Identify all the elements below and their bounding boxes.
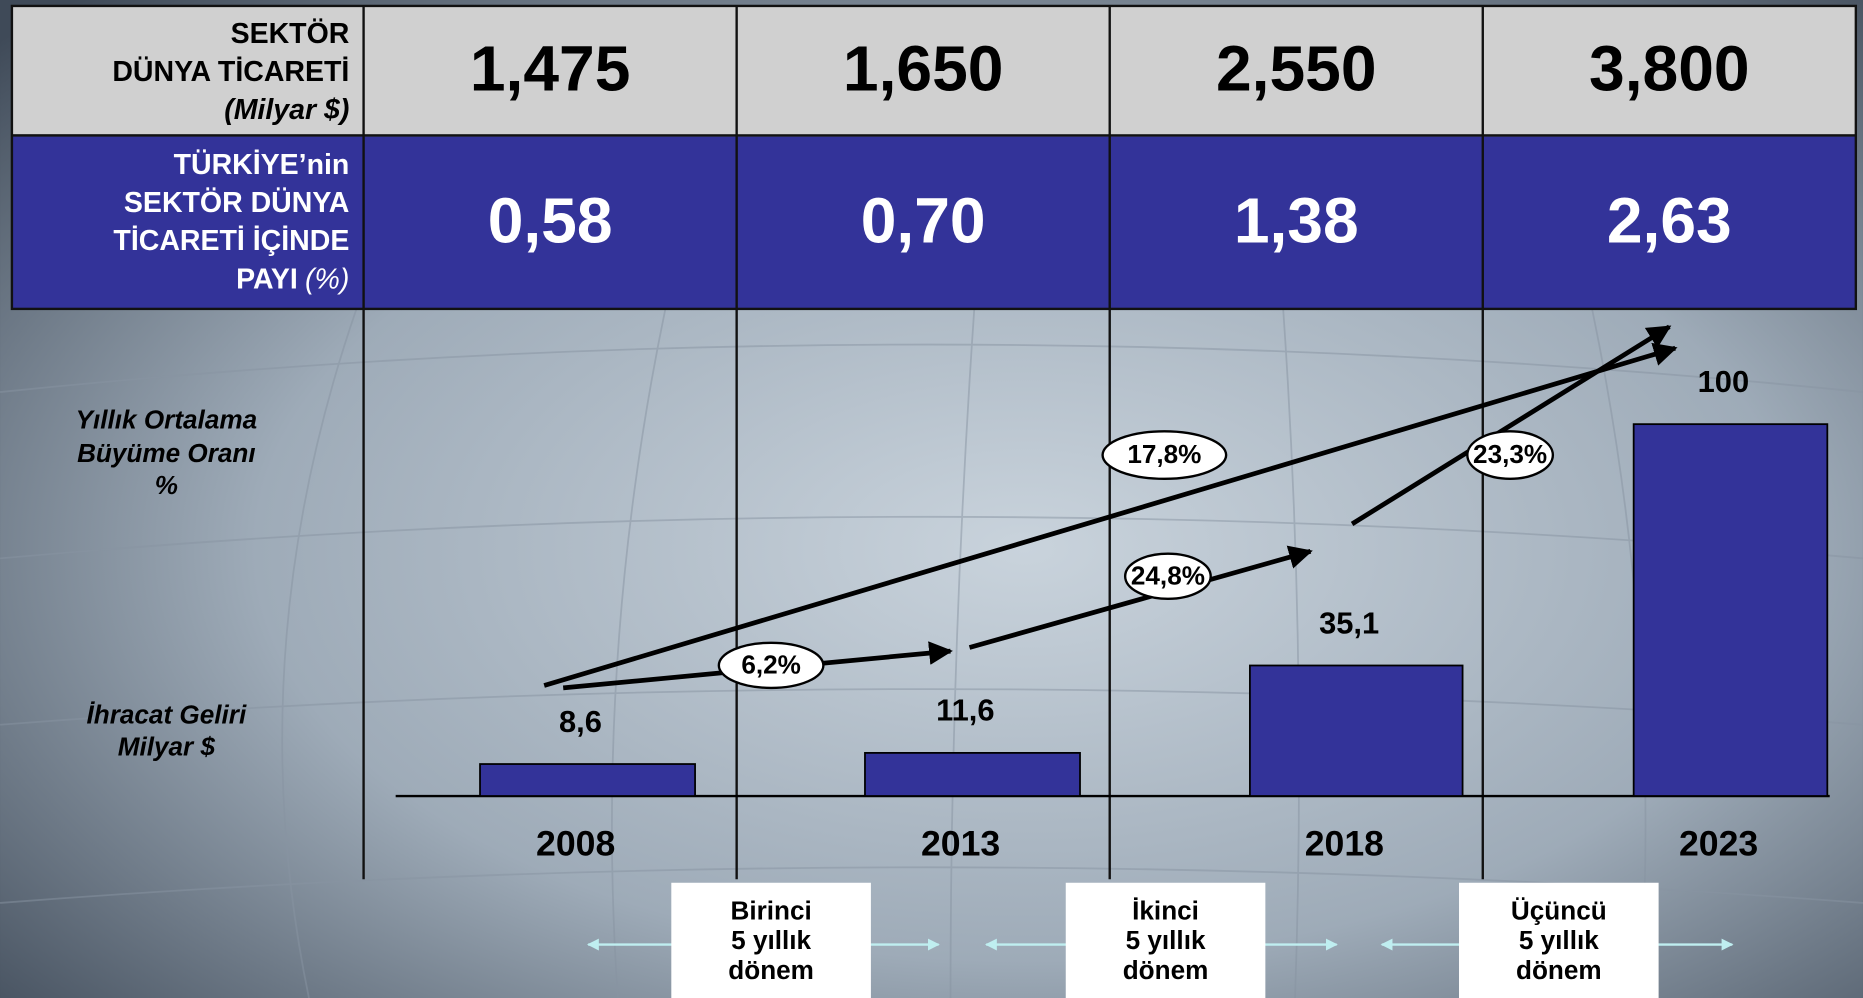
table-cell: 3,800	[1589, 33, 1750, 105]
row-label-line: DÜNYA TİCARETİ	[112, 56, 349, 88]
row-label-line: TİCARETİ İÇİNDE	[113, 225, 349, 257]
value-label: 11,6	[936, 693, 994, 728]
row-unit: (%)	[305, 263, 349, 295]
period-label: 5 yıllık	[1519, 925, 1599, 955]
period-label: dönem	[728, 955, 814, 985]
row-label-line: SEKTÖR DÜNYA	[124, 187, 349, 219]
row-label: PAYI (%)	[236, 263, 349, 295]
bar	[864, 751, 1081, 797]
value-label: 35,1	[1319, 605, 1379, 640]
period-label: dönem	[1516, 955, 1602, 985]
annotation-bubble	[1101, 430, 1228, 480]
period-box	[1065, 882, 1266, 998]
growth-arrow	[543, 342, 1678, 688]
bar	[1632, 423, 1829, 797]
annotation: 6,2%	[741, 649, 801, 679]
side-label: Büyüme Oranı	[77, 438, 256, 468]
table-cell: 1,475	[470, 33, 631, 105]
table-cell: 1,650	[843, 33, 1004, 105]
row-bg	[11, 5, 1856, 135]
bar	[1249, 664, 1464, 797]
x-tick-label: 2018	[1305, 823, 1384, 863]
side-label: Yıllık Ortalama	[76, 405, 258, 435]
period-label: Birinci	[730, 895, 811, 925]
period-box	[671, 882, 871, 998]
map-grid	[0, 308, 1863, 998]
growth-arrow	[1350, 324, 1672, 526]
period-label: dönem	[1123, 955, 1209, 985]
x-tick-label: 2008	[536, 823, 615, 863]
bar	[479, 763, 696, 797]
annotation-bubble	[717, 641, 825, 690]
row-unit: (Milyar $)	[224, 94, 349, 126]
growth-arrow	[968, 545, 1313, 650]
period-label: 5 yıllık	[1126, 925, 1206, 955]
annotation: 24,8%	[1131, 560, 1205, 590]
table-cell: 2,63	[1607, 185, 1732, 257]
period-label: 5 yıllık	[731, 925, 811, 955]
row-label-line: PAYI	[236, 263, 298, 295]
annotation: 17,8%	[1127, 439, 1201, 469]
row-bg	[11, 136, 1856, 309]
annotation-bubble	[1123, 552, 1212, 600]
side-label: İhracat Geliri	[86, 699, 246, 729]
x-tick-label: 2013	[921, 823, 1000, 863]
period-label: Üçüncü	[1511, 895, 1607, 925]
value-label: 8,6	[559, 704, 602, 739]
side-label: Milyar $	[118, 731, 216, 761]
table-cell: 1,38	[1234, 185, 1359, 257]
table-cell: 0,70	[861, 185, 986, 257]
x-tick-label: 2023	[1679, 823, 1758, 863]
table-cell: 2,550	[1216, 33, 1377, 105]
period-label: İkinci	[1132, 895, 1199, 925]
annotation: 23,3%	[1473, 439, 1547, 469]
period-box	[1459, 882, 1659, 998]
annotation-bubble	[1466, 430, 1555, 480]
row-label-line: TÜRKİYE’nin	[174, 149, 350, 181]
table-cell: 0,58	[488, 185, 613, 257]
row-label-line: SEKTÖR	[231, 18, 350, 50]
value-label: 100	[1698, 364, 1750, 399]
side-label: %	[155, 470, 178, 500]
